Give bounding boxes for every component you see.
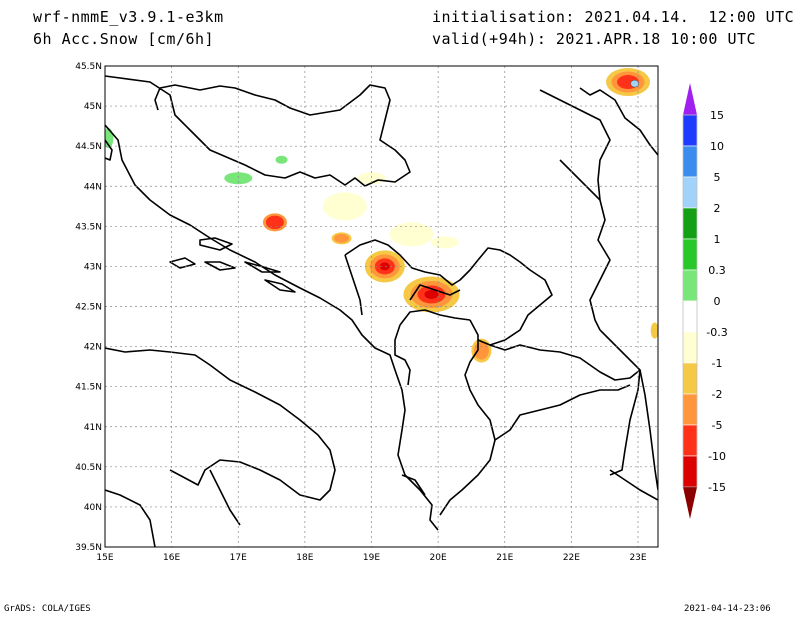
snow-field	[105, 68, 658, 363]
colorbar-segment	[682, 362, 698, 395]
snow-blob	[650, 322, 658, 339]
colorbar-segment	[682, 269, 698, 302]
lon-tick-label: 21E	[496, 553, 513, 563]
snow-blob	[630, 79, 639, 88]
lat-tick-label: 40N	[84, 503, 102, 513]
lat-tick-label: 42N	[84, 343, 102, 353]
lon-tick-label: 23E	[629, 553, 646, 563]
colorbar-label: 0.3	[708, 264, 726, 277]
lat-tick-label: 40.5N	[75, 463, 102, 473]
colorbar-label: 1	[714, 233, 721, 246]
colorbar-bottom-arrow	[683, 487, 697, 519]
snow-blob	[334, 233, 350, 243]
colorbar-label: -15	[708, 481, 726, 494]
colorbar-outline	[682, 114, 698, 488]
colorbar-label: 10	[710, 140, 724, 153]
snow-blob	[379, 262, 390, 271]
lat-tick-label: 41N	[84, 423, 102, 433]
lon-tick-label: 20E	[430, 553, 447, 563]
colorbar-label: -10	[708, 450, 726, 463]
coastlines	[105, 75, 658, 547]
colorbar-segment	[682, 455, 698, 488]
lon-tick-label: 18E	[296, 553, 313, 563]
colorbar-segment	[682, 393, 698, 426]
lon-tick-label: 19E	[363, 553, 380, 563]
colorbar-label: -5	[712, 419, 723, 432]
colorbar: 15 10 5 2 1 0.3 0 -0.3 -1 -2 -5 -10 -15	[682, 83, 728, 519]
map-frame	[104, 65, 659, 548]
lat-tick-label: 44N	[84, 182, 102, 192]
lon-tick-label: 22E	[563, 553, 580, 563]
colorbar-segment	[682, 145, 698, 178]
colorbar-segment	[682, 238, 698, 271]
colorbar-top-arrow	[683, 83, 697, 115]
snow-blob	[389, 222, 434, 247]
lat-tick-label: 45.5N	[75, 62, 102, 72]
colorbar-segment	[682, 176, 698, 209]
colorbar-label: -2	[712, 388, 723, 401]
render-timestamp: 2021-04-14-23:06	[684, 604, 771, 614]
snow-blob	[322, 192, 367, 221]
init-time-label: initialisation: 2021.04.14. 12:00 UTC	[432, 8, 795, 26]
colorbar-label: 0	[714, 295, 721, 308]
colorbar-label: 5	[714, 171, 721, 184]
field-label: 6h Acc.Snow [cm/6h]	[33, 30, 215, 48]
colorbar-label: -1	[712, 357, 723, 370]
snow-blob	[424, 289, 439, 299]
snow-blob	[224, 172, 253, 185]
lat-tick-label: 42.5N	[75, 303, 102, 313]
colorbar-segment	[682, 207, 698, 240]
lon-tick-label: 17E	[230, 553, 247, 563]
colorbar-label: 15	[710, 109, 724, 122]
colorbar-segment	[682, 331, 698, 364]
lat-tick-label: 43.5N	[75, 222, 102, 232]
grads-credit: GrADS: COLA/IGES	[4, 604, 91, 614]
lon-tick-label: 16E	[163, 553, 180, 563]
axis-ticks: 15E 16E 17E 18E 19E 20E 21E 22E 23E 45.5N 45N 44.5N…	[75, 62, 647, 563]
colorbar-segment	[682, 424, 698, 457]
valid-time-label: valid(+94h): 2021.APR.18 10:00 UTC	[432, 30, 757, 48]
lat-tick-label: 45N	[84, 102, 102, 112]
colorbar-segment	[682, 114, 698, 147]
colorbar-label: -0.3	[706, 326, 727, 339]
snow-blob	[275, 155, 288, 164]
snow-blob	[430, 236, 459, 249]
lat-tick-label: 43N	[84, 262, 102, 272]
snow-blob	[357, 172, 386, 185]
colorbar-segment	[682, 300, 698, 333]
lat-tick-label: 41.5N	[75, 383, 102, 393]
model-label: wrf-nmmE_v3.9.1-e3km	[33, 8, 224, 26]
lat-tick-label: 44.5N	[75, 142, 102, 152]
colorbar-label: 2	[714, 202, 721, 215]
lat-tick-label: 39.5N	[75, 543, 102, 553]
lon-tick-label: 15E	[96, 553, 113, 563]
snow-blob	[265, 215, 284, 230]
map-grid	[104, 65, 658, 548]
